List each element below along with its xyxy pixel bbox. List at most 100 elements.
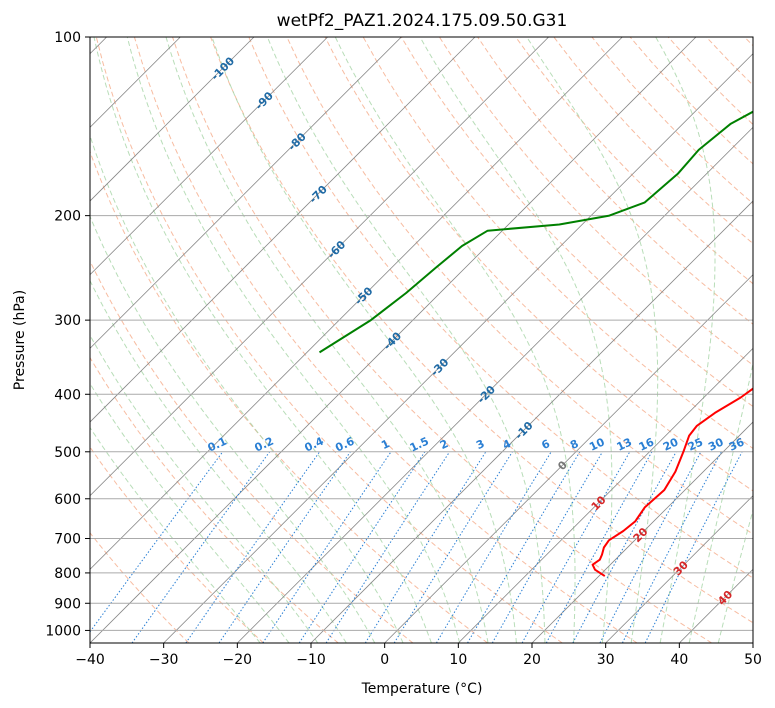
dry-adiabat [248, 37, 753, 579]
mixing-ratio-line [262, 451, 392, 643]
dry-adiabat [362, 37, 753, 450]
y-tick-label: 100 [54, 30, 81, 46]
dry-adiabat [553, 37, 753, 245]
dry-adiabat [324, 37, 753, 492]
dry-adiabat [438, 37, 753, 366]
mixing-ratio-label: 6 [540, 437, 553, 452]
x-tick-label: 40 [670, 652, 688, 668]
moist-adiabat [126, 37, 461, 643]
dry-adiabat [515, 37, 753, 285]
dry-adiabat [210, 37, 753, 624]
moist-adiabat [526, 37, 659, 643]
moist-adiabat [655, 37, 716, 643]
isotherm-label: -60 [325, 238, 348, 261]
mixing-ratio-line [393, 451, 513, 643]
isotherm [90, 37, 402, 349]
dry-adiabat [90, 532, 190, 643]
mixing-ratio-line [435, 451, 552, 643]
mixing-ratio-label: 3 [474, 437, 486, 452]
y-tick-label: 400 [54, 387, 81, 403]
dry-adiabat [90, 259, 414, 643]
dry-adiabat [90, 356, 339, 643]
x-tick-label: −40 [75, 652, 105, 668]
background-lines [90, 37, 753, 643]
isotherm [90, 37, 697, 643]
x-tick-label: 30 [597, 652, 615, 668]
mixing-ratio-line [644, 451, 743, 643]
mixing-ratio-label: 4 [501, 437, 514, 452]
isotherm [90, 37, 549, 497]
isotherm [237, 126, 753, 643]
moist-adiabat [90, 382, 290, 643]
isotherm-label: -80 [286, 130, 309, 153]
isotherm-label: -10 [512, 419, 535, 442]
y-tick-label: 500 [54, 445, 81, 461]
y-tick-label: 200 [54, 209, 81, 225]
mixing-ratio-line [599, 451, 702, 643]
dry-adiabat [744, 37, 753, 47]
isotherm-label: -30 [428, 356, 451, 379]
moist-adiabat [334, 37, 576, 643]
chart-title: wetPf2_PAZ1.2024.175.09.50.G31 [277, 11, 568, 31]
dry-adiabat [477, 37, 753, 325]
moist-adiabat [266, 37, 546, 643]
y-tick-label: 900 [54, 596, 81, 612]
isotherm-label: -70 [307, 183, 330, 206]
mixing-ratio-line [185, 451, 321, 643]
isotherm [90, 37, 476, 423]
dry-adiabat [400, 37, 753, 408]
isotherm-label: -90 [253, 89, 276, 112]
mixing-ratio-label: 1 [379, 437, 391, 452]
x-tick-label: 0 [380, 652, 389, 668]
mixing-ratio-line [325, 451, 451, 643]
y-axis-label: Pressure (hPa) [12, 290, 28, 390]
dry-adiabat [591, 37, 753, 205]
mixing-ratio-line [218, 451, 351, 643]
isotherm-label: -20 [475, 383, 498, 406]
plot-frame [89, 36, 754, 644]
x-tick-label: −20 [223, 652, 253, 668]
x-tick-label: 50 [744, 652, 762, 668]
x-tick-label: 10 [449, 652, 467, 668]
y-tick-label: 300 [54, 313, 81, 329]
dry-adiabat [705, 37, 753, 86]
moist-adiabat [93, 37, 432, 643]
temperature-profile [591, 387, 753, 577]
moist-adiabat [211, 37, 517, 643]
isotherm [310, 200, 753, 643]
dry-adiabat [95, 37, 563, 643]
moist-adiabat [688, 361, 753, 643]
isotherm [90, 37, 328, 276]
dry-adiabat [286, 37, 753, 535]
isotherm-label: -100 [209, 54, 238, 83]
isotherm [605, 495, 753, 643]
y-tick-label: 600 [54, 492, 81, 508]
dry-adiabat [133, 37, 638, 643]
mixing-ratio-label: 25 [686, 436, 705, 454]
mixing-ratio-line [467, 451, 581, 643]
x-tick-label: −10 [296, 652, 326, 668]
isotherm [752, 642, 753, 643]
isotherm [458, 347, 753, 643]
y-tick-label: 1000 [45, 623, 81, 639]
isobars [90, 37, 753, 631]
y-tick-label: 700 [54, 532, 81, 548]
x-tick-label: 20 [523, 652, 541, 668]
isotherm-label: 40 [715, 588, 735, 608]
isotherm-label: -40 [381, 329, 404, 352]
moist-adiabat [419, 37, 613, 643]
isotherm [90, 37, 623, 570]
moist-adiabat [90, 334, 319, 643]
y-tick-label: 800 [54, 566, 81, 582]
x-axis-label: Temperature (°C) [361, 681, 483, 697]
moist-adiabat [90, 215, 376, 643]
dry-adiabat [667, 37, 753, 126]
sounding-profiles [318, 110, 753, 577]
moist-adiabat [717, 508, 753, 643]
mixing-ratio-label: 8 [568, 437, 580, 452]
mixing-ratio-label: 13 [615, 436, 634, 454]
x-axis-ticks: −40 −30 −20 −10 0 10 20 30 40 50 [75, 643, 762, 668]
y-axis-ticks: 100 200 300 400 500 600 700 800 900 1000 [45, 30, 90, 639]
dewpoint-profile [318, 110, 753, 354]
